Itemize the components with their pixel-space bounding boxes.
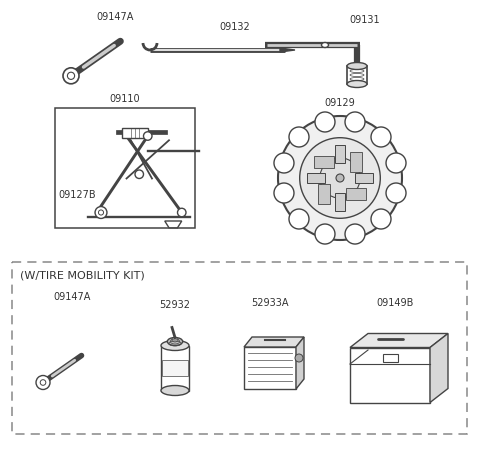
Ellipse shape: [322, 42, 328, 48]
Ellipse shape: [161, 341, 189, 351]
Circle shape: [320, 158, 360, 198]
Bar: [12, 262, 467, 434]
Bar: [346, 188, 366, 200]
Circle shape: [386, 153, 406, 173]
Circle shape: [300, 138, 380, 218]
Circle shape: [345, 224, 365, 244]
Bar: [162, 360, 188, 376]
Circle shape: [295, 354, 303, 362]
Bar: [355, 173, 373, 183]
Bar: [122, 127, 148, 138]
Circle shape: [63, 68, 79, 84]
Circle shape: [386, 183, 406, 203]
Text: 09147A: 09147A: [53, 292, 91, 302]
Circle shape: [289, 127, 309, 147]
Circle shape: [95, 207, 107, 218]
Bar: [314, 156, 335, 168]
Ellipse shape: [161, 386, 189, 396]
Bar: [161, 346, 189, 391]
Circle shape: [371, 209, 391, 229]
Text: 52933A: 52933A: [251, 298, 289, 308]
Bar: [307, 173, 325, 183]
Circle shape: [336, 174, 344, 182]
Text: 09132: 09132: [220, 22, 251, 32]
Text: 52932: 52932: [159, 300, 191, 310]
Polygon shape: [350, 333, 448, 347]
Bar: [349, 153, 361, 172]
Circle shape: [36, 375, 50, 390]
Circle shape: [315, 112, 335, 132]
Bar: [318, 184, 330, 204]
Text: 09131: 09131: [350, 15, 380, 25]
Ellipse shape: [168, 338, 183, 346]
Circle shape: [371, 127, 391, 147]
Bar: [383, 354, 397, 362]
Polygon shape: [296, 337, 304, 389]
Text: (W/TIRE MOBILITY KIT): (W/TIRE MOBILITY KIT): [20, 271, 145, 281]
Circle shape: [315, 224, 335, 244]
Polygon shape: [280, 48, 295, 52]
Circle shape: [274, 183, 294, 203]
Text: 09127B: 09127B: [58, 190, 96, 200]
Bar: [350, 347, 430, 402]
Polygon shape: [244, 337, 304, 347]
Circle shape: [345, 112, 365, 132]
Text: 09110: 09110: [110, 94, 140, 104]
Bar: [335, 145, 345, 163]
Text: 09147A: 09147A: [96, 12, 134, 22]
Text: 09129: 09129: [324, 98, 355, 108]
Circle shape: [289, 209, 309, 229]
Ellipse shape: [347, 81, 367, 87]
Circle shape: [135, 170, 144, 179]
Circle shape: [278, 116, 402, 240]
Bar: [347, 66, 367, 84]
Bar: [55, 108, 195, 228]
Bar: [335, 193, 345, 211]
Polygon shape: [165, 221, 182, 228]
Polygon shape: [430, 333, 448, 402]
Circle shape: [178, 208, 186, 217]
Circle shape: [144, 132, 152, 140]
Ellipse shape: [347, 63, 367, 69]
Text: 09149B: 09149B: [376, 298, 414, 308]
Circle shape: [274, 153, 294, 173]
Bar: [244, 347, 296, 389]
